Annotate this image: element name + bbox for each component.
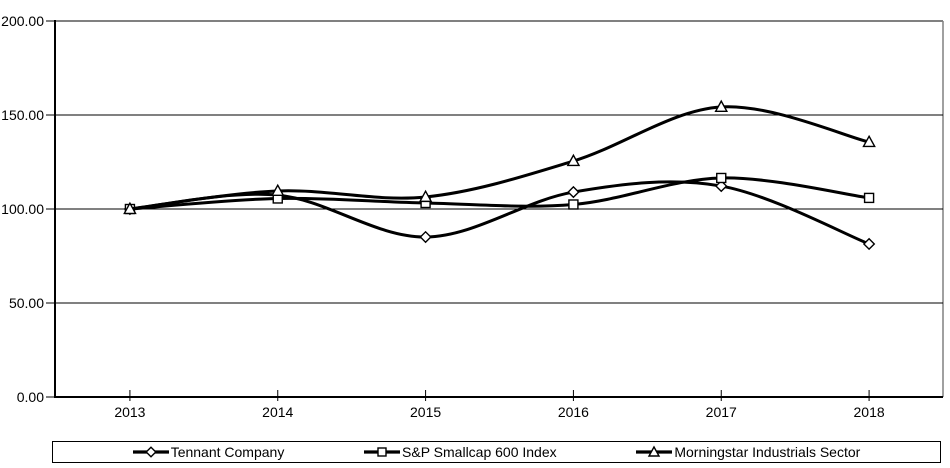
- y-axis-label: 0.00: [16, 389, 44, 405]
- x-axis-label: 2015: [410, 404, 442, 420]
- legend-label: Morningstar Industrials Sector: [674, 444, 861, 460]
- series-line-morningstar-industrials-sector: [129, 105, 870, 211]
- series-tennant-company-diamond-marker: [715, 179, 728, 193]
- x-axis-label: 2014: [262, 404, 294, 420]
- legend-item: Tennant Company: [132, 444, 285, 460]
- legend-triangle-icon: [636, 445, 673, 457]
- series-morningstar-industrials-sector-triangle-marker: [566, 153, 581, 167]
- series-morningstar-industrials-sector-triangle-marker: [270, 183, 285, 197]
- y-axis-label: 100.00: [1, 201, 44, 217]
- series-line-s-p-smallcap-600-index: [129, 176, 870, 211]
- series-morningstar-industrials-sector-triangle-marker: [714, 99, 729, 113]
- x-axis-label: 2018: [853, 404, 885, 420]
- legend-diamond-icon: [132, 446, 169, 458]
- y-axis-label: 50.00: [8, 295, 44, 311]
- legend-label: S&P Smallcap 600 Index: [402, 444, 557, 460]
- chart-legend: Tennant Company S&P Smallcap 600 Index Mor…: [52, 441, 941, 463]
- series-morningstar-industrials-sector-triangle-marker: [418, 189, 433, 203]
- series-s-p-smallcap-600-index-square-marker: [568, 199, 579, 210]
- x-axis-label: 2013: [114, 404, 146, 420]
- series-morningstar-industrials-sector-triangle-marker: [123, 201, 137, 215]
- series-s-p-smallcap-600-index-square-marker: [863, 192, 875, 204]
- series-s-p-smallcap-600-index-square-marker: [716, 172, 727, 184]
- x-axis-label: 2017: [705, 404, 737, 420]
- legend-item: Morningstar Industrials Sector: [636, 444, 860, 460]
- x-axis-label: 2016: [557, 404, 589, 420]
- series-morningstar-industrials-sector-triangle-marker: [862, 134, 876, 148]
- series-line-tennant-company: [129, 180, 870, 246]
- series-tennant-company-diamond-marker: [567, 185, 580, 199]
- legend-label: Tennant Company: [170, 444, 285, 460]
- y-axis-label: 150.00: [1, 107, 44, 123]
- series-tennant-company-diamond-marker: [419, 230, 432, 244]
- y-axis-label: 200.00: [1, 13, 44, 29]
- legend-square-icon: [364, 447, 401, 457]
- series-tennant-company-diamond-marker: [862, 237, 876, 251]
- legend-item: S&P Smallcap 600 Index: [364, 444, 557, 460]
